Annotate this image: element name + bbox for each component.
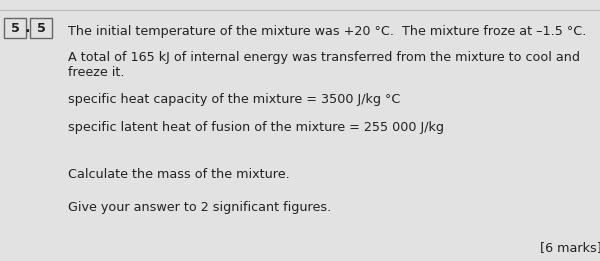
Text: Calculate the mass of the mixture.: Calculate the mass of the mixture. [68, 169, 290, 181]
Text: freeze it.: freeze it. [68, 67, 125, 80]
Text: A total of 165 kJ of internal energy was transferred from the mixture to cool an: A total of 165 kJ of internal energy was… [68, 51, 580, 64]
Text: Give your answer to 2 significant figures.: Give your answer to 2 significant figure… [68, 200, 331, 213]
Bar [4, 18, 26, 38]
Text: 5: 5 [37, 21, 46, 34]
Text: [6 marks]: [6 marks] [540, 241, 600, 254]
Text: specific latent heat of fusion of the mixture = 255 000 J/kg: specific latent heat of fusion of the mi… [68, 122, 444, 134]
Text: The initial temperature of the mixture was +20 °C.  The mixture froze at –1.5 °C: The initial temperature of the mixture w… [68, 26, 586, 39]
Text: .: . [24, 21, 30, 35]
Bar [30, 18, 52, 38]
Text: specific heat capacity of the mixture = 3500 J/kg °C: specific heat capacity of the mixture = … [68, 93, 400, 106]
Text: 5: 5 [11, 21, 19, 34]
